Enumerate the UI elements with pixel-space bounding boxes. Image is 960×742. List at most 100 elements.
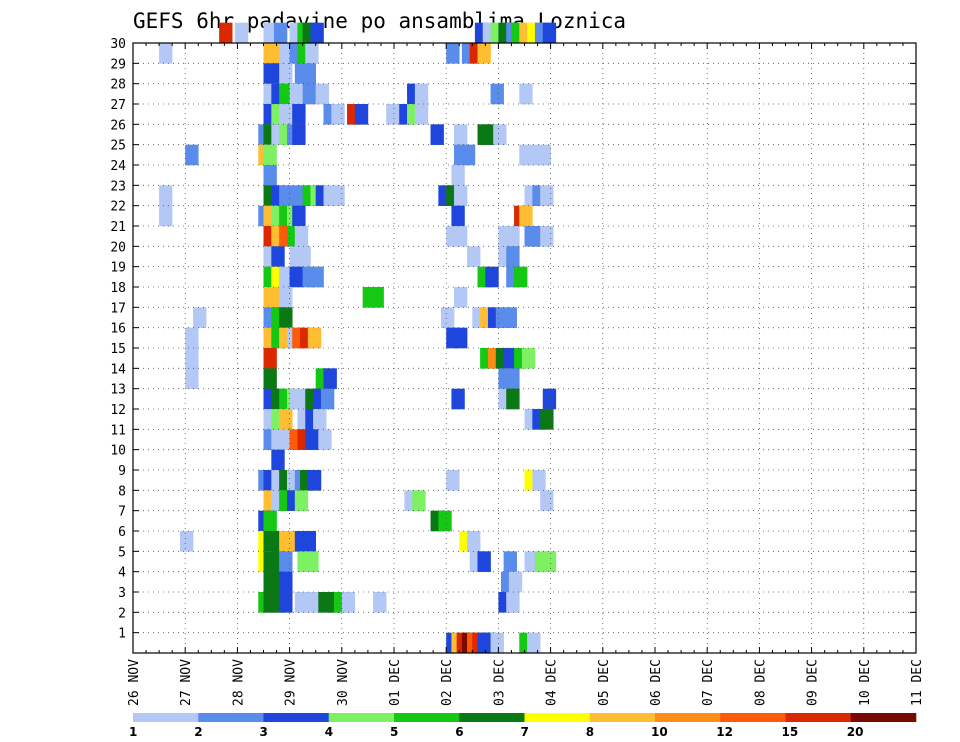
y-tick-label-30: 30 xyxy=(110,37,126,52)
heatmap-cell-132 xyxy=(514,266,528,288)
heatmap-cell-52 xyxy=(386,104,400,125)
heatmap-cell-55 xyxy=(414,104,429,125)
heatmap-cell-61 xyxy=(292,124,306,145)
heatmap-cell-148 xyxy=(503,307,517,328)
heatmap-cell-115 xyxy=(540,226,554,247)
legend-swatch-4 xyxy=(394,713,460,722)
heatmap-cell-210 xyxy=(307,470,322,491)
y-tick-label-8: 8 xyxy=(118,484,126,499)
heatmap-cell-264 xyxy=(373,592,387,613)
heatmap-cell-143 xyxy=(440,307,455,328)
y-tick-label-23: 23 xyxy=(110,179,126,194)
legend-label-3: 4 xyxy=(325,725,333,739)
heatmap-cell-51 xyxy=(354,104,369,125)
y-tick-label-7: 7 xyxy=(118,505,126,520)
heatmap-cell-184 xyxy=(506,388,520,410)
heatmap-cell-141 xyxy=(279,307,293,328)
heatmap-cell-25 xyxy=(446,43,460,64)
heatmap-cell-252 xyxy=(508,571,523,593)
heatmap-cell-168 xyxy=(263,368,277,389)
heatmap-cell-122 xyxy=(506,246,520,267)
heatmap-cell-164 xyxy=(503,348,517,369)
heatmap-cell-87 xyxy=(331,185,345,206)
legend-label-10: 15 xyxy=(782,725,799,739)
heatmap-cell-103 xyxy=(519,205,533,227)
y-tick-label-22: 22 xyxy=(110,200,126,215)
y-tick-label-24: 24 xyxy=(110,159,126,174)
y-tick-label-16: 16 xyxy=(110,322,126,337)
x-tick-label-2: 28 NOV xyxy=(231,659,246,706)
heatmap-cell-77 xyxy=(159,185,173,206)
y-tick-label-15: 15 xyxy=(110,342,126,357)
heatmap-cell-33 xyxy=(302,63,316,84)
heatmap-cell-213 xyxy=(532,470,546,491)
heatmap-cell-37 xyxy=(289,83,303,105)
heatmap-cell-244 xyxy=(503,551,517,572)
y-tick-label-1: 1 xyxy=(118,627,126,642)
legend-swatch-5 xyxy=(459,713,525,722)
x-tick-label-1: 27 NOV xyxy=(179,659,194,706)
legend-label-8: 10 xyxy=(651,725,668,739)
x-tick-label-7: 03 DEC xyxy=(492,659,507,706)
heatmap-cell-100 xyxy=(292,205,306,227)
heatmap-cell-69 xyxy=(263,144,277,166)
heatmap-cell-201 xyxy=(318,429,332,450)
heatmap-cell-182 xyxy=(451,388,465,410)
heatmap-cell-117 xyxy=(271,246,285,267)
heatmap-cell-233 xyxy=(302,531,316,552)
heatmap-cell-110 xyxy=(454,226,468,247)
heatmap-cells xyxy=(159,22,557,654)
heatmap-cell-135 xyxy=(279,287,293,308)
heatmap-cell-263 xyxy=(341,592,356,613)
heatmap-cell-142 xyxy=(193,307,207,328)
heatmap-cell-200 xyxy=(305,429,319,450)
y-tick-label-14: 14 xyxy=(110,362,126,377)
heatmap-cell-245 xyxy=(524,551,538,572)
heatmap-cell-36 xyxy=(279,83,293,105)
heatmap-cell-42 xyxy=(490,83,504,105)
y-tick-label-27: 27 xyxy=(110,98,126,113)
heatmap-cell-221 xyxy=(540,490,554,511)
heatmap-cell-160 xyxy=(263,348,277,369)
heatmap-cell-101 xyxy=(451,205,465,227)
heatmap-cell-71 xyxy=(461,144,476,166)
legend-swatch-8 xyxy=(655,713,721,722)
heatmap-cell-39 xyxy=(315,83,330,105)
heatmap-cell-28 xyxy=(477,43,491,64)
heatmap-cell-0 xyxy=(219,22,233,44)
y-tick-label-29: 29 xyxy=(110,57,126,72)
heatmap-cell-7 xyxy=(310,22,324,44)
heatmap-cell-128 xyxy=(310,266,324,288)
legend-swatch-6 xyxy=(524,713,591,722)
heatmap-cell-1 xyxy=(234,22,249,44)
heatmap-cell-191 xyxy=(313,409,327,430)
heatmap-cell-17 xyxy=(542,22,557,44)
y-tick-label-28: 28 xyxy=(110,78,126,93)
heatmap-cell-119 xyxy=(297,246,311,267)
heatmap-cell-250 xyxy=(279,571,293,593)
y-tick-label-6: 6 xyxy=(118,525,126,540)
x-tick-label-4: 30 NOV xyxy=(336,659,351,706)
x-tick-label-8: 04 DEC xyxy=(545,659,560,706)
y-tick-label-5: 5 xyxy=(118,545,126,560)
legend-label-7: 8 xyxy=(586,725,594,739)
heatmap-cell-72 xyxy=(519,144,533,166)
x-tick-label-13: 09 DEC xyxy=(806,659,821,706)
x-tick-label-6: 02 DEC xyxy=(440,659,455,706)
heatmap-cell-159 xyxy=(185,348,199,369)
heatmap-cell-194 xyxy=(540,409,554,430)
y-tick-label-12: 12 xyxy=(110,403,126,418)
x-tick-label-10: 06 DEC xyxy=(649,659,664,706)
heatmap-cell-112 xyxy=(506,226,520,247)
heatmap-cell-218 xyxy=(294,490,309,511)
heatmap-cell-277 xyxy=(527,632,541,654)
heatmap-cell-76 xyxy=(451,165,465,186)
heatmap-cell-256 xyxy=(279,592,293,613)
legend-label-5: 6 xyxy=(455,725,463,739)
legend-swatch-11 xyxy=(850,713,917,722)
heatmap-cell-243 xyxy=(477,551,491,572)
x-tick-label-11: 07 DEC xyxy=(701,659,716,706)
heatmap-cell-235 xyxy=(467,531,481,552)
heatmap-cell-3 xyxy=(273,22,288,44)
x-tick-label-9: 05 DEC xyxy=(597,659,612,706)
